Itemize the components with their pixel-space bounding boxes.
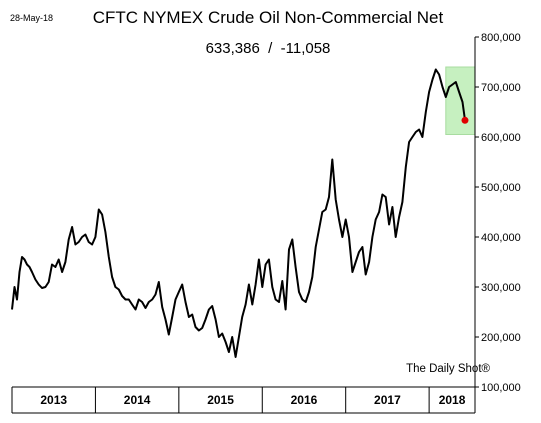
y-tick-label: 700,000 — [481, 82, 521, 94]
x-tick-label: 2018 — [439, 393, 466, 407]
x-axis: 2013 2014 2015 2016 2017 2018 — [11, 37, 476, 414]
series-line — [11, 68, 466, 358]
y-tick-label: 500,000 — [481, 182, 521, 194]
x-tick-label: 2014 — [124, 393, 151, 407]
y-tick-label: 400,000 — [481, 232, 521, 244]
x-tick-label: 2016 — [291, 393, 318, 407]
x-tick-label: 2015 — [207, 393, 234, 407]
y-tick-label: 600,000 — [481, 132, 521, 144]
x-tick-label: 2013 — [40, 393, 67, 407]
source-label: The Daily Shot® — [406, 363, 490, 375]
y-tick-label: 300,000 — [481, 282, 521, 294]
highlight-box — [445, 66, 476, 135]
date-label: 28-May-18 — [10, 13, 53, 23]
chart-title: CFTC NYMEX Crude Oil Non-Commercial Net — [93, 8, 444, 27]
y-tick-label: 200,000 — [481, 332, 521, 344]
y-tick-label: 800,000 — [481, 32, 521, 44]
y-axis: 100,000 200,000 300,000 400,000 500,000 600,0… — [475, 32, 521, 394]
x-tick-label: 2017 — [374, 393, 401, 407]
y-tick-label: 100,000 — [481, 382, 521, 394]
last-point-marker — [461, 116, 469, 124]
chart-subtitle: 633,386 / -11,058 — [206, 40, 331, 57]
